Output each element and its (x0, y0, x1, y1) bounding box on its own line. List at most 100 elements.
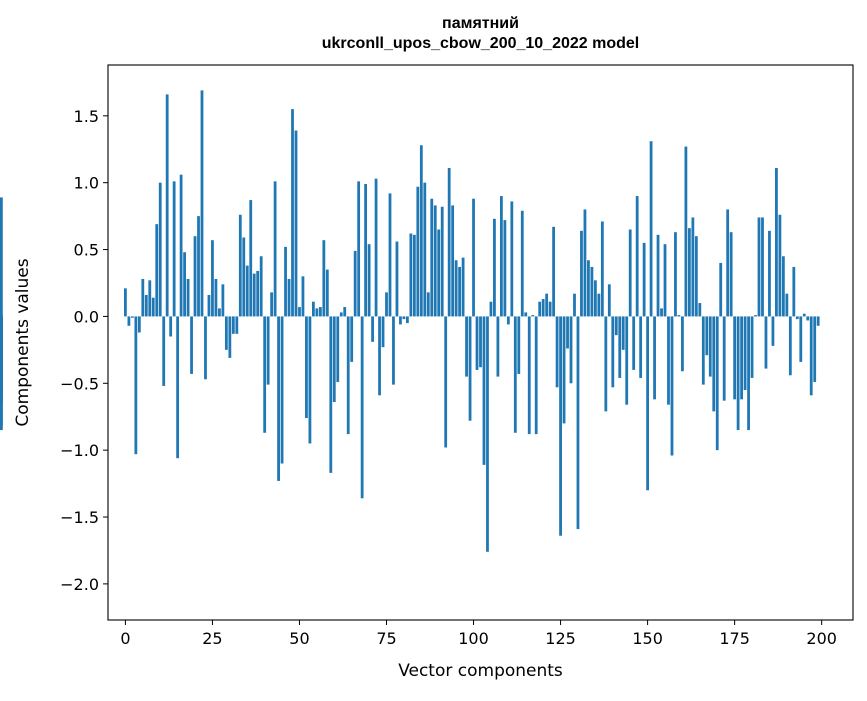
bar (513, 316, 517, 433)
bar (280, 316, 284, 464)
bar (134, 316, 138, 455)
bar (722, 316, 726, 401)
bar (691, 217, 695, 317)
bar (193, 236, 197, 317)
bar (235, 316, 239, 334)
bar (433, 205, 437, 317)
y-axis-ticks: −2.0 −1.5 −1.0 −0.5 0.0 0.5 1.0 1.5 (60, 107, 108, 594)
bar (329, 316, 333, 473)
bar (162, 316, 166, 386)
x-axis-ticks: 0 25 50 75 100 125 150 175 200 (120, 620, 837, 648)
y-tick-label: 0.0 (74, 307, 99, 326)
y-tick-label: 1.0 (74, 174, 99, 193)
bar (663, 244, 667, 317)
bar (245, 265, 249, 317)
bar (350, 316, 354, 362)
bar (677, 315, 681, 317)
bar (468, 316, 472, 421)
bar (813, 316, 817, 382)
bar (224, 316, 228, 350)
bar (353, 250, 357, 317)
bar (124, 288, 127, 317)
bar (374, 178, 378, 317)
bar (322, 240, 326, 317)
bar (294, 130, 298, 317)
bar (172, 181, 176, 317)
bar (419, 145, 423, 317)
bar (130, 316, 134, 318)
bars-group (0, 90, 820, 552)
bar (761, 217, 764, 317)
bar (381, 316, 385, 348)
bar (750, 316, 754, 378)
bar (207, 295, 211, 317)
bar (538, 301, 542, 317)
bar (681, 316, 684, 372)
bar (298, 307, 301, 317)
bar (559, 316, 562, 536)
bar (527, 316, 531, 435)
bar (214, 278, 218, 317)
bar (242, 237, 246, 317)
bar (249, 200, 253, 317)
bar (228, 316, 232, 358)
bar (604, 316, 608, 412)
bar (440, 206, 444, 317)
bar (566, 316, 569, 349)
y-tick-label: 1.5 (74, 107, 99, 126)
bar (621, 316, 625, 350)
bar (343, 307, 347, 317)
bar (388, 193, 392, 317)
bar (169, 316, 173, 337)
bar (465, 316, 468, 377)
x-tick-label: 75 (376, 629, 396, 648)
bar (489, 301, 493, 317)
bar (155, 224, 159, 317)
bar (447, 167, 451, 317)
bar (674, 232, 677, 317)
bar (287, 278, 291, 317)
bar (486, 316, 489, 552)
bar (687, 228, 691, 317)
bar (238, 214, 242, 317)
bar (764, 316, 768, 369)
bar (148, 280, 152, 317)
bar (482, 316, 486, 465)
y-tick-label: −0.5 (60, 374, 99, 393)
bar (221, 284, 225, 317)
bar (757, 217, 761, 317)
bar (600, 221, 604, 317)
bar (698, 303, 702, 317)
bar (806, 316, 810, 321)
bar (583, 209, 587, 317)
bar (635, 196, 639, 317)
bar (371, 316, 374, 342)
bar (593, 280, 597, 317)
bar (795, 316, 799, 320)
bar (792, 266, 796, 317)
bar (266, 316, 270, 385)
bar (493, 218, 496, 317)
x-tick-label: 175 (719, 629, 750, 648)
x-tick-label: 150 (632, 629, 663, 648)
bar (548, 301, 552, 317)
bar (444, 316, 448, 448)
x-tick-label: 125 (545, 629, 576, 648)
bar (475, 316, 479, 370)
bar (197, 216, 200, 317)
bar (754, 315, 757, 317)
bar (259, 256, 263, 317)
bar (291, 109, 294, 317)
bar (726, 209, 730, 317)
bar (496, 316, 500, 377)
bar (531, 315, 535, 317)
bar (200, 90, 204, 317)
bar (524, 312, 528, 317)
chart-title: памятний ukrconll_upos_cbow_200_10_2022 m… (322, 15, 639, 52)
bar (639, 316, 643, 378)
bar (451, 205, 455, 317)
bar (541, 299, 545, 317)
bar (517, 316, 521, 374)
bar (656, 234, 660, 317)
